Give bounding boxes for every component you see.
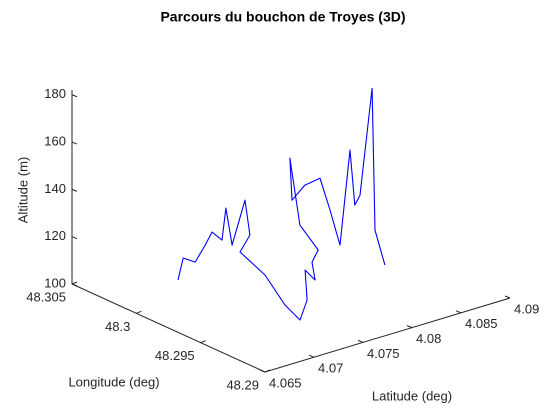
y-tick-label: 48.305 (26, 289, 66, 304)
x-tick (357, 339, 364, 343)
x-tick-label: 4.07 (318, 361, 343, 376)
z-tick-label: 180 (44, 86, 66, 101)
z-tick-label: 120 (44, 228, 66, 243)
y-axis-line (71, 283, 266, 373)
x-tick (504, 295, 511, 299)
x-tick (259, 369, 266, 373)
x-axis-label: Latitude (deg) (372, 388, 452, 403)
z-tick (71, 236, 78, 240)
y-axis-label: Longitude (deg) (68, 374, 159, 389)
y-tick (136, 310, 142, 314)
y-tick (200, 340, 206, 344)
y-tick (71, 281, 78, 285)
x-tick-label: 4.065 (269, 375, 302, 390)
x-tick (406, 325, 413, 329)
x-tick (308, 354, 315, 358)
x-tick-label: 4.09 (514, 301, 539, 316)
y-tick-label: 48.29 (226, 377, 259, 392)
z-tick (71, 283, 78, 287)
trajectory-line (177, 87, 386, 321)
z-tick-label: 100 (44, 275, 66, 290)
z-tick-label: 140 (44, 181, 66, 196)
z-tick (71, 94, 78, 98)
y-tick-label: 48.3 (105, 319, 130, 334)
z-tick (71, 188, 78, 192)
y-tick-label: 48.295 (155, 348, 195, 363)
z-axis-label: Altitude (m) (15, 157, 30, 223)
x-tick-label: 4.08 (416, 331, 441, 346)
z-tick (71, 141, 78, 145)
chart-title: Parcours du bouchon de Troyes (3D) (160, 9, 405, 25)
x-axis-line (264, 297, 511, 373)
z-tick-label: 160 (44, 133, 66, 148)
y-tick (264, 369, 271, 373)
x-tick-label: 4.075 (367, 346, 400, 361)
x-tick (455, 310, 462, 314)
x-tick-label: 4.085 (465, 316, 498, 331)
